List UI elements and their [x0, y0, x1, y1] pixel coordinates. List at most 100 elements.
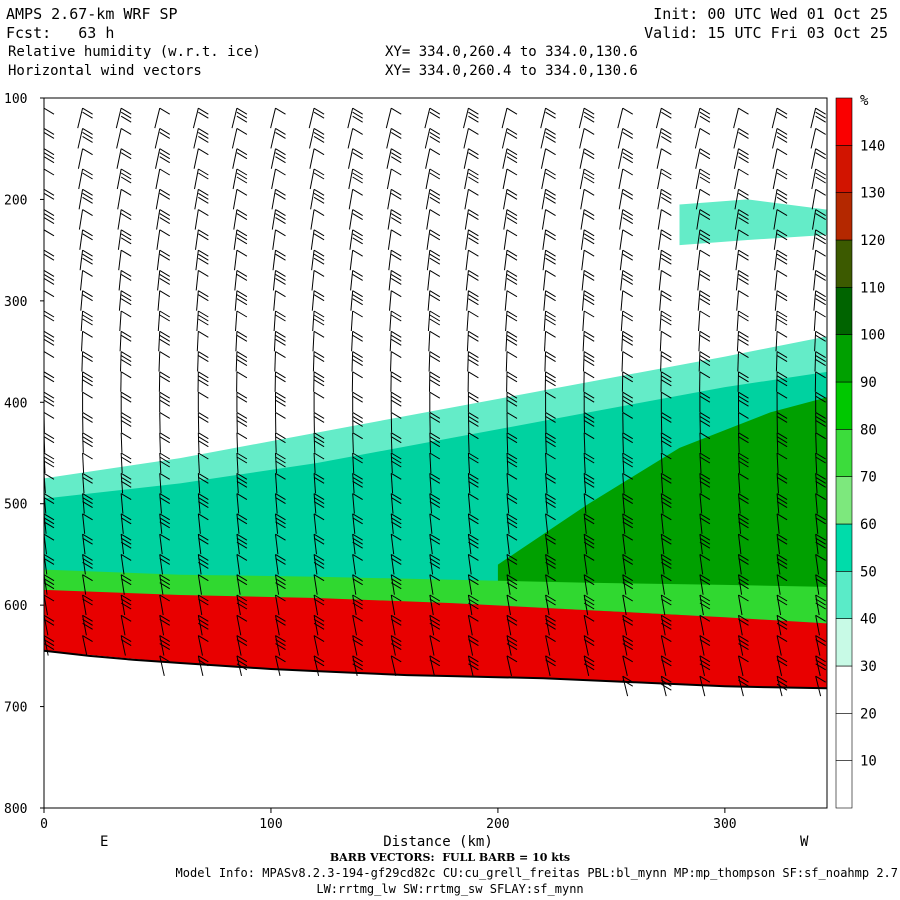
wind-barb	[159, 553, 171, 575]
wind-barb	[429, 371, 441, 392]
wind-barb	[776, 594, 788, 616]
wind-barb	[197, 614, 209, 636]
wind-barb	[348, 188, 363, 210]
wind-barb	[660, 635, 672, 656]
wind-barb	[275, 594, 286, 616]
colorbar-swatch	[835, 428, 853, 477]
wind-barb	[698, 351, 711, 372]
wind-barb	[774, 290, 788, 311]
wind-barb	[79, 249, 93, 271]
wind-barb	[815, 513, 826, 534]
wind-barb	[273, 290, 286, 311]
wind-barb	[117, 209, 132, 230]
wind-barb	[236, 493, 248, 514]
colorbar-swatch	[835, 381, 853, 430]
wind-barb	[429, 655, 441, 676]
wind-barb	[236, 411, 248, 433]
wind-barb	[622, 553, 633, 575]
wind-barb	[427, 290, 441, 311]
wind-barb	[698, 310, 711, 332]
colorbar-level-label: 10	[860, 754, 877, 770]
wind-barb	[467, 472, 479, 494]
y-tick-label: 100	[4, 92, 27, 107]
wind-barb	[580, 229, 595, 250]
wind-barb	[545, 594, 556, 616]
wind-barb	[313, 553, 325, 575]
wind-barb	[233, 229, 248, 250]
wind-barb	[502, 168, 518, 190]
below-terrain-mask	[44, 650, 827, 808]
wind-barb	[197, 391, 209, 413]
colorbar-swatch	[835, 712, 853, 761]
wind-barb	[622, 574, 633, 595]
wind-barb	[467, 513, 479, 534]
colorbar: 10 20 30 40 50 60 70 80 90 100 110 120 130 140	[835, 97, 885, 809]
wind-barb	[545, 533, 556, 555]
wind-barb-layer	[44, 107, 826, 697]
wind-barb	[349, 249, 363, 271]
colorbar-unit: %	[860, 93, 869, 109]
wind-barb	[734, 168, 749, 190]
wind-barb	[813, 310, 826, 332]
wind-barb	[313, 432, 325, 453]
wind-barb	[117, 229, 132, 250]
wind-barb	[120, 351, 132, 372]
wind-barb	[235, 351, 248, 372]
wind-barb	[429, 391, 441, 413]
wind-barb	[660, 655, 672, 676]
wind-barb	[773, 229, 788, 250]
wind-barb	[467, 533, 479, 555]
wind-barb	[272, 229, 286, 250]
wind-barb	[737, 411, 749, 433]
wind-barb	[231, 127, 248, 149]
wind-barb	[390, 614, 402, 636]
wind-barb	[583, 635, 595, 656]
wind-barb	[506, 411, 518, 433]
wind-barb	[579, 127, 595, 149]
wind-barb	[78, 188, 93, 210]
wind-barb	[774, 269, 788, 291]
wind-barb	[159, 493, 171, 514]
wind-barb	[776, 452, 788, 474]
wind-barb	[505, 351, 518, 372]
wind-barb	[154, 107, 171, 129]
wind-barb	[352, 432, 363, 453]
wind-barb	[737, 533, 749, 555]
wind-barb	[657, 209, 672, 230]
wind-barb	[619, 209, 633, 230]
wind-barb	[467, 432, 479, 453]
wind-barb	[352, 411, 363, 433]
wind-barb	[118, 290, 132, 311]
wind-barb	[622, 614, 633, 636]
wind-barb	[583, 472, 595, 494]
wind-barb	[735, 249, 749, 271]
wind-barb	[390, 553, 402, 575]
wind-barb	[313, 533, 325, 555]
wind-barb	[580, 188, 595, 210]
model-info: Model Info: MPASv8.2.3-194-gf29cd82c CU:…	[175, 866, 898, 880]
wind-barb	[774, 249, 788, 271]
wind-barb	[390, 432, 402, 453]
wind-barb	[815, 655, 826, 676]
wind-barb	[543, 290, 556, 311]
wind-barb	[734, 209, 749, 230]
wind-barb	[815, 635, 826, 656]
wind-barb	[44, 107, 55, 115]
wind-barb	[385, 107, 402, 129]
wind-barb	[467, 371, 479, 392]
wind-barb	[699, 411, 711, 433]
field-name-wind: Horizontal wind vectors	[8, 63, 202, 79]
wind-barb	[311, 249, 325, 271]
wind-barb	[309, 148, 325, 169]
wind-barb	[352, 614, 363, 636]
wind-barb	[429, 594, 441, 616]
wind-barb	[619, 229, 633, 250]
wind-barb	[655, 107, 672, 129]
wind-barb	[44, 188, 55, 200]
wind-barb	[737, 493, 749, 514]
wind-barb	[44, 127, 55, 139]
wind-barb	[80, 290, 93, 311]
wind-barb	[429, 493, 441, 514]
wind-barb	[697, 269, 711, 291]
